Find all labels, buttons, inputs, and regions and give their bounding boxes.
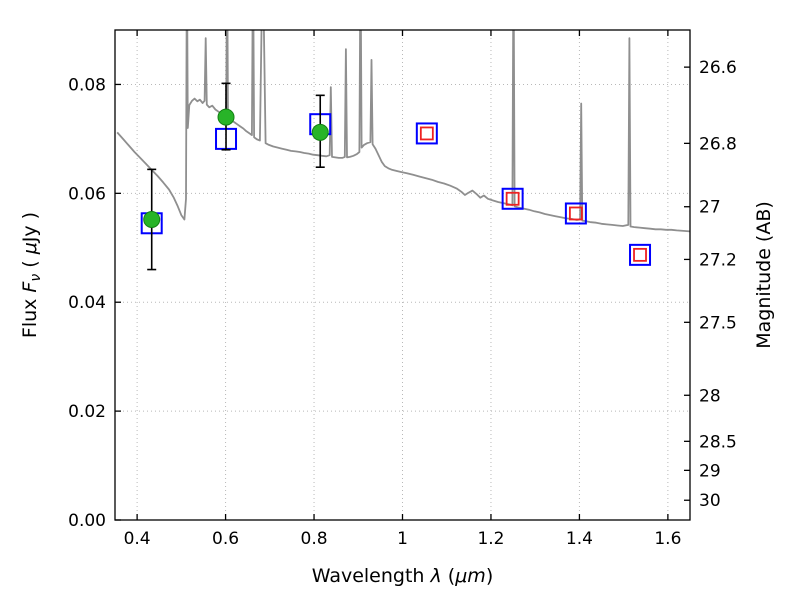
model-photometry-inner-marker — [568, 206, 583, 221]
magnitude-tick-label: 28.5 — [699, 432, 737, 452]
model-photometry-inner-marker — [505, 191, 520, 206]
magnitude-tick-label: 29 — [699, 461, 721, 481]
magnitude-tick-label: 27.5 — [699, 313, 737, 333]
magnitude-tick-label: 28 — [699, 386, 721, 406]
x-tick-label: 0.8 — [301, 529, 328, 549]
model-photometry-broad-marker — [564, 202, 587, 225]
y-tick-label-left: 0.04 — [68, 293, 106, 313]
y-tick-label-left: 0.00 — [68, 511, 106, 531]
observed-photometry-marker — [143, 210, 161, 228]
y-tick-label-left: 0.06 — [68, 184, 106, 204]
model-photometry-broad-marker — [501, 187, 524, 210]
model-photometry-broad-marker — [629, 243, 652, 266]
magnitude-tick-label: 26.6 — [699, 58, 737, 78]
magnitude-tick-label: 27.2 — [699, 250, 737, 270]
magnitude-tick-label: 27 — [699, 198, 721, 218]
observed-photometry-marker — [311, 123, 329, 141]
x-axis-label: Wavelength λ (μm) — [312, 565, 493, 587]
magnitude-tick-label: 26.8 — [699, 134, 737, 154]
y-tick-label-left: 0.02 — [68, 402, 106, 422]
magnitude-tick-label: 30 — [699, 491, 721, 511]
x-tick-label: 0.6 — [212, 529, 239, 549]
y-axis-label-right: Magnitude (AB) — [753, 201, 775, 349]
model-photometry-inner-marker — [419, 126, 434, 141]
model-photometry-inner-marker — [633, 247, 647, 262]
x-tick-label: 1.6 — [654, 529, 681, 549]
y-tick-label-left: 0.08 — [68, 75, 106, 95]
x-tick-label: 1.4 — [566, 529, 593, 549]
y-axis-label-left: Flux Fν ( μJy ) — [19, 212, 44, 338]
observed-photometry-marker — [217, 108, 235, 126]
x-tick-label: 1.2 — [477, 529, 504, 549]
model-photometry-broad-marker — [415, 122, 438, 145]
x-tick-label: 1 — [397, 529, 408, 549]
x-tick-label: 0.4 — [124, 529, 151, 549]
